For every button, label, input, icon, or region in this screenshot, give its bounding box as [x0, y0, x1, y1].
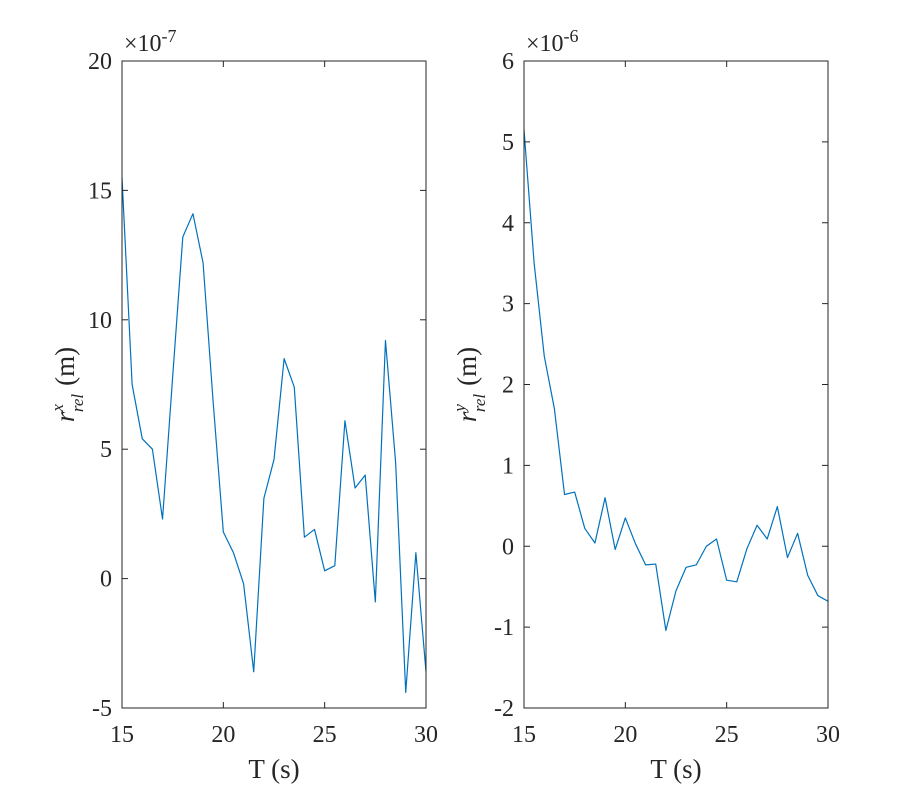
- chart-panel-x: 15 20 25 30 -5 0 5 10 15 20 ×10-7 T (s) rxrel(m): [48, 26, 438, 784]
- data-point: [283, 357, 286, 360]
- data-point: [573, 491, 576, 494]
- y-tick-label: 0: [502, 534, 514, 560]
- data-point: [735, 580, 738, 583]
- data-point: [181, 235, 184, 238]
- y-exponent-label: ×10-6: [526, 26, 579, 57]
- data-point: [222, 531, 225, 534]
- y-exponent-label: ×10-7: [124, 26, 177, 57]
- y-tick-label: 20: [88, 49, 112, 75]
- data-point: [384, 339, 387, 342]
- chart-panel-y: 15 20 25 30 -2 -1 0 1 2 3 4 5 6 ×10-6 T (s) ryrel(m): [450, 26, 840, 784]
- x-axis-title: T (s): [248, 754, 299, 784]
- y-tick-label: -2: [494, 696, 514, 722]
- data-point: [614, 548, 617, 551]
- data-point: [675, 589, 678, 592]
- data-point: [323, 569, 326, 572]
- data-point: [303, 536, 306, 539]
- data-point: [816, 594, 819, 597]
- data-point: [806, 574, 809, 577]
- data-point: [141, 437, 144, 440]
- data-point: [171, 375, 174, 378]
- x-tick-label: 25: [715, 722, 739, 748]
- x-tick-label: 20: [211, 722, 235, 748]
- data-point: [543, 355, 546, 358]
- data-point: [766, 537, 769, 540]
- data-point: [131, 383, 134, 386]
- data-point: [756, 524, 759, 527]
- data-point: [654, 563, 657, 566]
- data-point: [786, 556, 789, 559]
- y-tick-label: 5: [100, 437, 112, 463]
- data-point: [161, 518, 164, 521]
- y-tick-label: 1: [502, 453, 514, 479]
- axes-box-x: [121, 60, 427, 709]
- x-axis-title: T (s): [650, 754, 701, 784]
- data-point: [262, 497, 265, 500]
- data-point: [796, 532, 799, 535]
- data-point: [695, 563, 698, 566]
- data-point: [593, 542, 596, 545]
- x-tick-label: 30: [816, 722, 840, 748]
- data-point: [414, 551, 417, 554]
- data-point: [725, 579, 728, 582]
- x-tick-label: 15: [512, 722, 536, 748]
- data-point: [151, 448, 154, 451]
- y-tick-label: -5: [92, 696, 112, 722]
- data-point: [604, 496, 607, 499]
- y-tick-label: 6: [502, 49, 514, 75]
- y-tick-label: 0: [100, 567, 112, 593]
- y-tick-label: 3: [502, 292, 514, 318]
- y-axis-title: ryrel(m): [450, 347, 489, 422]
- data-point: [776, 505, 779, 508]
- data-point: [293, 386, 296, 389]
- y-tick-label: 2: [502, 373, 514, 399]
- y-tick-label: 5: [502, 130, 514, 156]
- data-point: [242, 582, 245, 585]
- data-point: [333, 564, 336, 567]
- x-tick-label: 20: [613, 722, 637, 748]
- y-tick-label: 10: [88, 308, 112, 334]
- y-axis-title: rxrel(m): [48, 347, 87, 422]
- data-point: [705, 545, 708, 548]
- data-point: [394, 461, 397, 464]
- data-point: [583, 527, 586, 530]
- data-point: [313, 528, 316, 531]
- y-tick-label: 4: [502, 211, 514, 237]
- data-point: [553, 407, 556, 410]
- data-point: [533, 262, 536, 265]
- data-point: [664, 629, 667, 632]
- y-tick-label: -1: [494, 615, 514, 641]
- x-tick-label: 25: [313, 722, 337, 748]
- data-point: [212, 401, 215, 404]
- y-tick-label: 15: [88, 178, 112, 204]
- data-point: [191, 212, 194, 215]
- data-point: [715, 537, 718, 540]
- data-point: [745, 547, 748, 550]
- series-line-y: [523, 129, 829, 631]
- data-point: [685, 566, 688, 569]
- data-point: [343, 419, 346, 422]
- data-point: [563, 493, 566, 496]
- data-point: [644, 563, 647, 566]
- data-point: [273, 458, 276, 461]
- data-point: [364, 474, 367, 477]
- data-point: [232, 551, 235, 554]
- data-point: [634, 542, 637, 545]
- data-point: [624, 516, 627, 519]
- x-tick-label: 15: [110, 722, 134, 748]
- x-tick-label: 30: [414, 722, 438, 748]
- series-line-x: [121, 177, 427, 694]
- axes-box-y: [523, 60, 829, 709]
- data-point: [374, 600, 377, 603]
- data-point: [252, 670, 255, 673]
- data-point: [354, 487, 357, 490]
- data-point: [404, 691, 407, 694]
- data-point: [202, 261, 205, 264]
